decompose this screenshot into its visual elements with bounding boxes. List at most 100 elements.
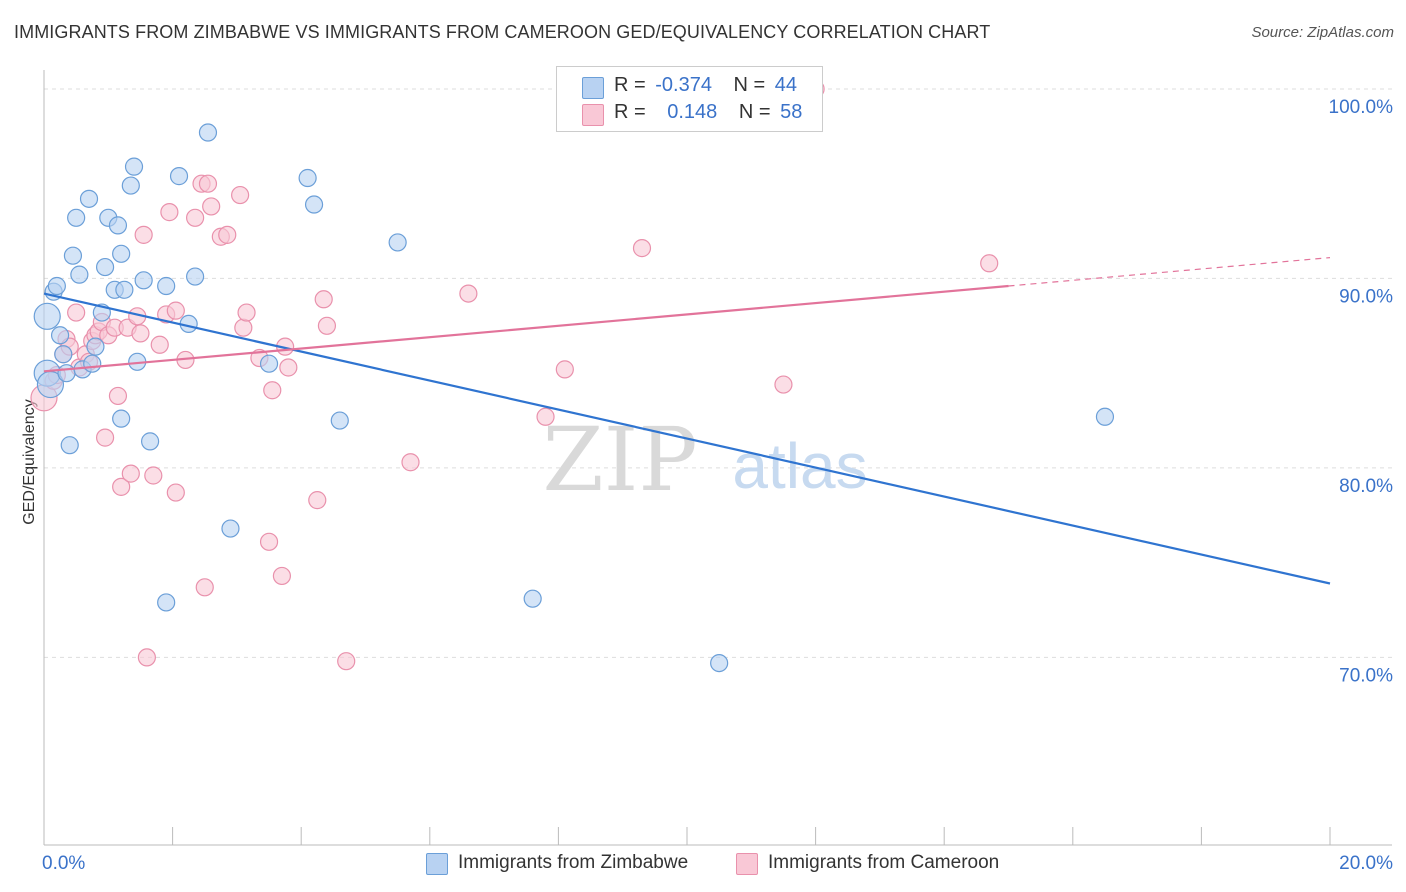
cameroon-point bbox=[112, 477, 131, 496]
cameroon-point bbox=[555, 360, 574, 379]
zimbabwe-legend-label: Immigrants from Zimbabwe bbox=[458, 852, 689, 873]
zimbabwe-point bbox=[298, 168, 317, 188]
zimbabwe-point bbox=[140, 432, 160, 451]
cameroon-point bbox=[95, 428, 115, 447]
x-tick-labels: 0.0% 20.0% bbox=[42, 853, 1393, 874]
zimbabwe-point bbox=[79, 189, 99, 208]
zimbabwe-point bbox=[67, 208, 86, 227]
chart-title: IMMIGRANTS FROM ZIMBABWE VS IMMIGRANTS F… bbox=[14, 22, 991, 42]
zimbabwe-swatch bbox=[582, 77, 604, 99]
n-value-zimbabwe: 44 bbox=[774, 74, 798, 96]
n-label: N = bbox=[738, 101, 771, 123]
zimbabwe-point bbox=[121, 176, 140, 195]
legend-text-zimbabwe: R = -0.374 N = 44 bbox=[614, 74, 797, 97]
cameroon-point bbox=[150, 335, 169, 354]
cameroon-point bbox=[337, 652, 356, 671]
x-tick-label: 0.0% bbox=[42, 853, 85, 874]
zimbabwe-point bbox=[57, 364, 76, 383]
cameroon-point bbox=[218, 225, 237, 244]
r-value-cameroon: 0.148 bbox=[667, 101, 718, 123]
cameroon-trend-line-extension bbox=[1008, 256, 1331, 287]
n-value-cameroon: 58 bbox=[780, 101, 803, 123]
correlation-legend: R = -0.374 N = 44 R = 0.148 N = 58 bbox=[556, 66, 823, 132]
zimbabwe-point bbox=[112, 409, 131, 428]
cameroon-point bbox=[166, 301, 185, 320]
n-label: N = bbox=[733, 74, 766, 96]
zimbabwe-point bbox=[330, 411, 349, 430]
y-tick-label: 70.0% bbox=[1339, 665, 1393, 686]
cameroon-point bbox=[166, 483, 185, 502]
cameroon-point bbox=[121, 464, 140, 483]
zimbabwe-point bbox=[60, 436, 79, 455]
zimbabwe-point bbox=[1095, 407, 1115, 426]
zimbabwe-point bbox=[86, 337, 105, 356]
zimbabwe-point bbox=[157, 276, 176, 296]
source-credit: Source: ZipAtlas.com bbox=[1251, 24, 1394, 41]
zimbabwe-point bbox=[710, 653, 729, 673]
r-label: R = bbox=[614, 74, 646, 96]
zimbabwe-point bbox=[63, 246, 83, 265]
zimbabwe-point bbox=[70, 265, 89, 284]
trend-lines bbox=[43, 256, 1331, 585]
watermark-zip: ZIP bbox=[542, 408, 697, 511]
cameroon-point bbox=[263, 381, 282, 400]
cameroon-point bbox=[134, 225, 153, 244]
cameroon-point bbox=[67, 303, 86, 322]
zimbabwe-point bbox=[523, 589, 542, 608]
cameroon-trend-line bbox=[43, 284, 1009, 373]
zimbabwe-legend-swatch bbox=[426, 853, 448, 875]
zimbabwe-point bbox=[198, 123, 218, 142]
legend-text-cameroon: R = 0.148 N = 58 bbox=[614, 101, 802, 124]
watermark: ZIP atlas bbox=[542, 408, 867, 511]
cameroon-point bbox=[308, 491, 327, 510]
watermark-atlas: atlas bbox=[732, 430, 867, 502]
cameroon-point bbox=[198, 174, 218, 193]
r-label: R = bbox=[614, 101, 646, 123]
cameroon-point bbox=[401, 453, 420, 472]
y-tick-label: 90.0% bbox=[1339, 286, 1393, 307]
y-tick-label: 80.0% bbox=[1339, 476, 1393, 497]
x-tick-label: 20.0% bbox=[1339, 853, 1393, 874]
zimbabwe-point bbox=[54, 345, 73, 364]
cameroon-swatch bbox=[582, 104, 604, 126]
cameroon-point bbox=[186, 208, 205, 227]
zimbabwe-point bbox=[186, 267, 205, 286]
y-tick-label: 100.0% bbox=[1329, 97, 1394, 118]
r-value-zimbabwe: -0.374 bbox=[655, 74, 712, 96]
zimbabwe-point bbox=[304, 195, 324, 214]
cameroon-point bbox=[272, 566, 292, 586]
zimbabwe-point bbox=[83, 354, 102, 373]
y-tick-labels: 70.0% 80.0% 90.0% 100.0% bbox=[1329, 97, 1394, 686]
cameroon-point bbox=[536, 407, 555, 426]
cameroon-point bbox=[202, 197, 221, 216]
zimbabwe-point bbox=[169, 167, 189, 186]
zimbabwe-point bbox=[108, 216, 128, 235]
zimbabwe-point bbox=[115, 280, 134, 299]
zimbabwe-trend-line bbox=[43, 292, 1331, 585]
zimbabwe-point bbox=[388, 233, 407, 252]
cameroon-point bbox=[237, 303, 256, 322]
cameroon-point bbox=[459, 284, 478, 303]
grid-lines bbox=[44, 88, 1392, 658]
cameroon-point bbox=[137, 648, 156, 667]
cameroon-point bbox=[234, 318, 253, 337]
cameroon-point bbox=[231, 185, 250, 205]
zimbabwe-point bbox=[50, 326, 70, 345]
cameroon-point bbox=[774, 375, 793, 394]
data-points bbox=[30, 79, 1115, 673]
zimbabwe-point bbox=[134, 271, 153, 290]
cameroon-legend-swatch bbox=[736, 853, 758, 875]
cameroon-point bbox=[279, 358, 298, 377]
cameroon-point bbox=[980, 254, 999, 273]
zimbabwe-point bbox=[157, 593, 176, 612]
cameroon-point bbox=[259, 532, 279, 551]
zimbabwe-point bbox=[95, 257, 115, 277]
cameroon-point bbox=[144, 466, 163, 485]
cameroon-point bbox=[108, 386, 128, 406]
zimbabwe-point bbox=[221, 519, 240, 538]
zimbabwe-point bbox=[33, 302, 61, 330]
cameroon-point bbox=[160, 203, 179, 222]
cameroon-point bbox=[131, 324, 150, 343]
cameroon-point bbox=[317, 316, 337, 335]
